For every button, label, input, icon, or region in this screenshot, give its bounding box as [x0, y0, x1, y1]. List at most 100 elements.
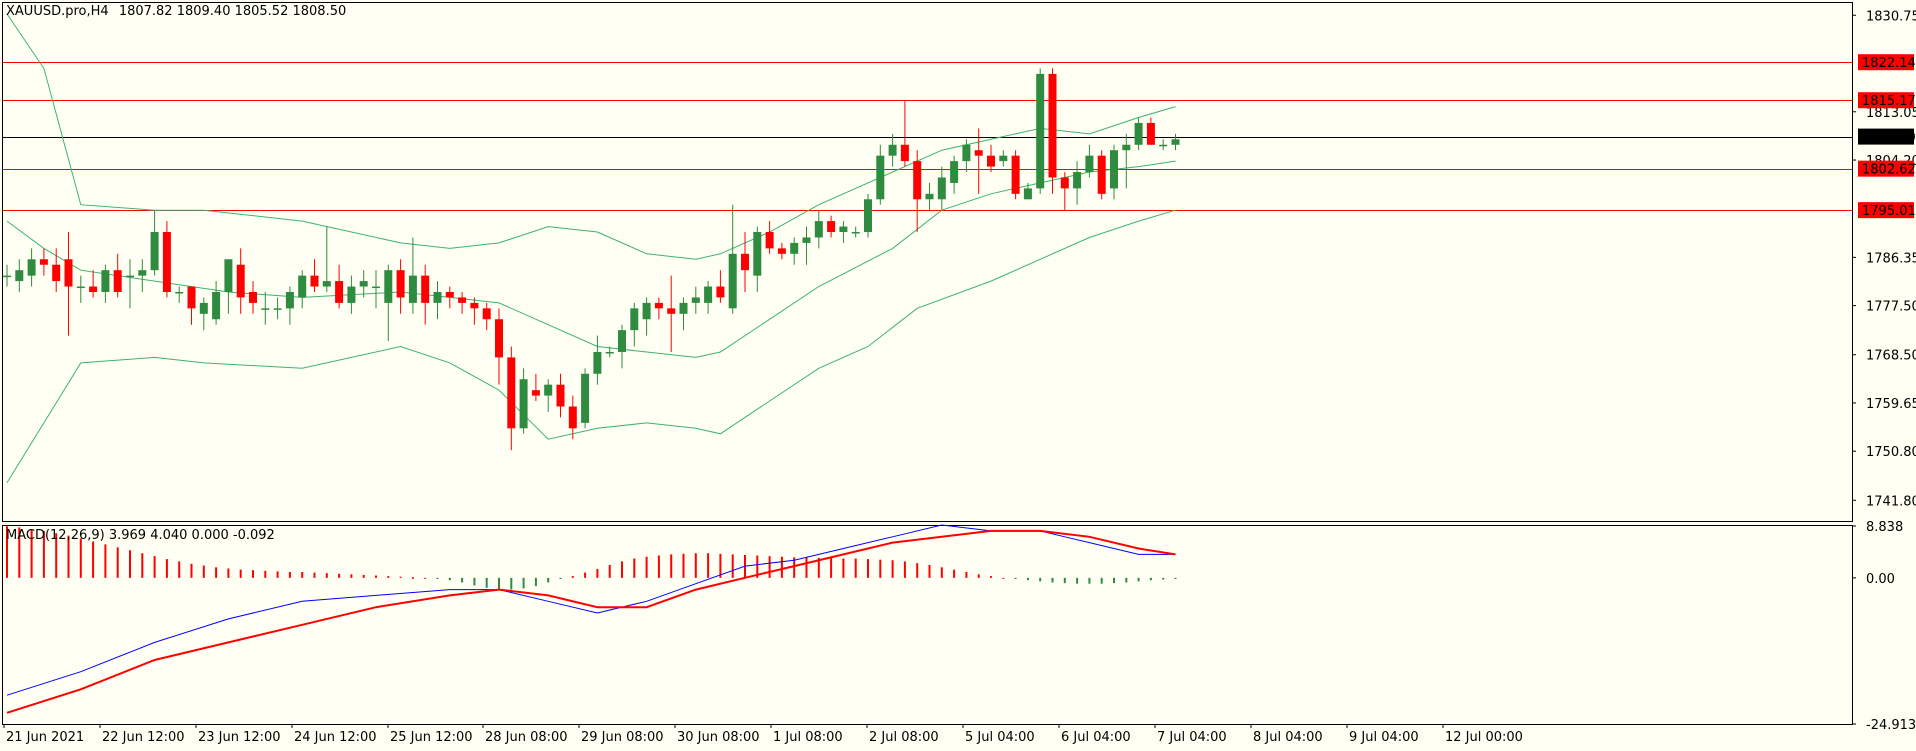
- candle: [113, 253, 122, 298]
- candle-body: [39, 259, 48, 265]
- candle-body: [519, 379, 528, 429]
- candle: [372, 270, 380, 309]
- candle: [765, 221, 774, 254]
- candle: [1036, 68, 1045, 194]
- candle: [777, 242, 786, 260]
- candle: [76, 275, 85, 303]
- candle-body: [802, 237, 811, 243]
- candle: [495, 308, 503, 385]
- level-tag: [1858, 54, 1914, 71]
- candle-body: [679, 302, 688, 314]
- time-tick-label: 6 Jul 04:00: [1061, 730, 1131, 745]
- candle: [310, 259, 319, 292]
- time-tick-label: 7 Jul 04:00: [1157, 730, 1227, 745]
- price-tick-label: 1768.50: [1866, 349, 1916, 364]
- time-tick-label: 9 Jul 04:00: [1349, 730, 1419, 745]
- ohlc-readout: 1807.82 1809.40 1805.52 1808.50: [118, 4, 347, 19]
- candle-body: [298, 275, 307, 298]
- candle: [1011, 150, 1020, 200]
- candle: [790, 237, 799, 265]
- candle-body: [691, 297, 700, 303]
- candle-body: [396, 270, 405, 298]
- candle: [1159, 139, 1168, 151]
- candle-body: [704, 286, 713, 303]
- bollinger-middle: [6, 160, 1176, 358]
- candle-body: [642, 302, 651, 320]
- candle-body: [716, 286, 725, 298]
- candle: [212, 281, 221, 325]
- price-axis: 1830.751813.051804.201786.351777.501768.…: [1852, 9, 1916, 509]
- candle-body: [187, 286, 196, 309]
- candle-body: [974, 150, 983, 156]
- candle: [322, 226, 331, 292]
- level-tag-label: 1802.62: [1862, 163, 1916, 178]
- candle-body: [261, 308, 270, 310]
- candle-body: [864, 199, 872, 233]
- candle: [716, 270, 725, 303]
- candle: [1097, 150, 1106, 200]
- candle: [802, 226, 811, 265]
- candle-body: [52, 264, 61, 282]
- bollinger-upper: [6, 13, 1176, 260]
- candle: [507, 346, 516, 451]
- candle-body: [495, 319, 503, 358]
- price-tick-label: 1759.65: [1866, 397, 1916, 412]
- candle-body: [827, 221, 836, 233]
- candle: [753, 226, 762, 292]
- candle: [150, 210, 159, 276]
- candle: [1060, 172, 1069, 211]
- candle: [421, 264, 430, 325]
- candle-body: [3, 275, 11, 278]
- candle-body: [987, 155, 995, 167]
- price-tick-label: 1777.50: [1866, 300, 1916, 315]
- candle: [175, 286, 184, 303]
- candle-body: [581, 373, 590, 423]
- candle-body: [654, 302, 663, 309]
- candle: [642, 297, 651, 336]
- symbol-label: XAUUSD.pro,H4: [6, 4, 109, 19]
- candle: [249, 281, 257, 314]
- candle: [3, 264, 11, 287]
- candle: [482, 302, 491, 331]
- candle-body: [89, 286, 98, 292]
- candle-body: [1097, 155, 1106, 194]
- candle-body: [310, 275, 319, 287]
- candle-body: [372, 286, 380, 289]
- candle: [556, 373, 565, 418]
- candle-body: [249, 291, 257, 303]
- candle: [691, 286, 700, 314]
- candle-body: [224, 259, 233, 292]
- candle: [1048, 68, 1057, 194]
- candle-body: [101, 270, 110, 292]
- candle-body: [150, 232, 159, 271]
- level-tag: [1858, 160, 1914, 177]
- candle-body: [777, 248, 786, 254]
- candle: [605, 346, 614, 358]
- price-tick-label: 1786.35: [1866, 251, 1916, 266]
- candle: [1110, 144, 1118, 200]
- candle: [298, 270, 307, 309]
- candle-body: [199, 302, 208, 314]
- candle: [962, 139, 971, 173]
- candle-body: [544, 384, 553, 396]
- time-tick-label: 22 Jun 12:00: [102, 730, 185, 745]
- time-tick-label: 12 Jul 00:00: [1445, 730, 1523, 745]
- candle: [39, 248, 48, 276]
- candle: [814, 210, 823, 249]
- candle: [408, 237, 417, 314]
- candle-body: [64, 259, 73, 287]
- candle-body: [126, 275, 134, 278]
- candle: [433, 281, 442, 320]
- candle: [974, 128, 983, 194]
- candle-body: [507, 357, 516, 429]
- level-tag: [1858, 92, 1914, 109]
- candle-body: [900, 144, 909, 162]
- candle-body: [790, 242, 799, 254]
- candle: [89, 270, 98, 298]
- macd-main-line: [6, 524, 1176, 696]
- candle-body: [1134, 122, 1143, 145]
- candle-body: [1036, 73, 1045, 189]
- candle-body: [1023, 188, 1032, 200]
